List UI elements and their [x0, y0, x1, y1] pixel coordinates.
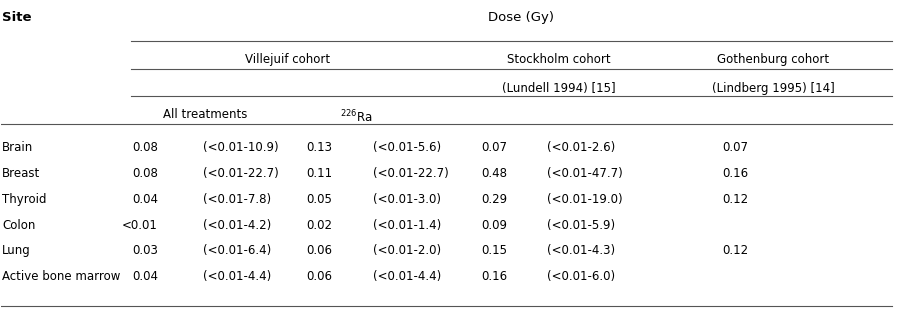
Text: (<0.01-47.7): (<0.01-47.7)	[548, 167, 623, 180]
Text: 0.07: 0.07	[723, 141, 748, 154]
Text: (<0.01-3.0): (<0.01-3.0)	[373, 193, 441, 206]
Text: (<0.01-4.4): (<0.01-4.4)	[373, 270, 441, 283]
Text: Gothenburg cohort: Gothenburg cohort	[717, 53, 829, 66]
Text: 0.04: 0.04	[132, 193, 158, 206]
Text: (<0.01-4.3): (<0.01-4.3)	[548, 244, 616, 257]
Text: (<0.01-5.6): (<0.01-5.6)	[373, 141, 441, 154]
Text: 0.16: 0.16	[722, 167, 749, 180]
Text: (<0.01-7.8): (<0.01-7.8)	[203, 193, 271, 206]
Text: 0.06: 0.06	[306, 244, 332, 257]
Text: 0.48: 0.48	[481, 167, 507, 180]
Text: <0.01: <0.01	[122, 218, 158, 231]
Text: 0.06: 0.06	[306, 270, 332, 283]
Text: (<0.01-22.7): (<0.01-22.7)	[373, 167, 449, 180]
Text: 0.13: 0.13	[306, 141, 332, 154]
Text: (<0.01-19.0): (<0.01-19.0)	[548, 193, 623, 206]
Text: 0.05: 0.05	[307, 193, 332, 206]
Text: 0.29: 0.29	[481, 193, 507, 206]
Text: Lung: Lung	[3, 244, 31, 257]
Text: 0.12: 0.12	[722, 244, 749, 257]
Text: All treatments: All treatments	[163, 108, 248, 121]
Text: (<0.01-10.9): (<0.01-10.9)	[203, 141, 278, 154]
Text: Villejuif cohort: Villejuif cohort	[245, 53, 330, 66]
Text: 0.08: 0.08	[132, 141, 158, 154]
Text: (<0.01-2.0): (<0.01-2.0)	[373, 244, 441, 257]
Text: Thyroid: Thyroid	[3, 193, 47, 206]
Text: 0.11: 0.11	[306, 167, 332, 180]
Text: (<0.01-4.2): (<0.01-4.2)	[203, 218, 271, 231]
Text: (Lundell 1994) [15]: (Lundell 1994) [15]	[502, 81, 616, 94]
Text: 0.04: 0.04	[132, 270, 158, 283]
Text: $^{226}$Ra: $^{226}$Ra	[339, 108, 372, 125]
Text: Active bone marrow: Active bone marrow	[3, 270, 120, 283]
Text: 0.03: 0.03	[132, 244, 158, 257]
Text: Dose (Gy): Dose (Gy)	[488, 11, 554, 24]
Text: 0.12: 0.12	[722, 193, 749, 206]
Text: 0.09: 0.09	[481, 218, 507, 231]
Text: (<0.01-1.4): (<0.01-1.4)	[373, 218, 441, 231]
Text: (<0.01-6.4): (<0.01-6.4)	[203, 244, 271, 257]
Text: (<0.01-4.4): (<0.01-4.4)	[203, 270, 271, 283]
Text: 0.07: 0.07	[481, 141, 507, 154]
Text: (<0.01-2.6): (<0.01-2.6)	[548, 141, 616, 154]
Text: Colon: Colon	[3, 218, 36, 231]
Text: 0.15: 0.15	[481, 244, 507, 257]
Text: Breast: Breast	[3, 167, 40, 180]
Text: 0.02: 0.02	[306, 218, 332, 231]
Text: Stockholm cohort: Stockholm cohort	[507, 53, 611, 66]
Text: 0.16: 0.16	[481, 270, 507, 283]
Text: (Lindberg 1995) [14]: (Lindberg 1995) [14]	[712, 81, 834, 94]
Text: 0.08: 0.08	[132, 167, 158, 180]
Text: Site: Site	[3, 11, 31, 24]
Text: (<0.01-5.9): (<0.01-5.9)	[548, 218, 616, 231]
Text: (<0.01-22.7): (<0.01-22.7)	[203, 167, 278, 180]
Text: (<0.01-6.0): (<0.01-6.0)	[548, 270, 616, 283]
Text: Brain: Brain	[3, 141, 33, 154]
